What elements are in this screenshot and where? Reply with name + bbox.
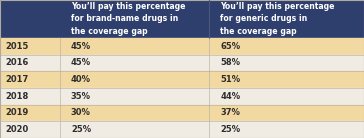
Text: 51%: 51% <box>220 75 240 84</box>
Text: 44%: 44% <box>220 92 240 101</box>
Bar <box>60 105 209 121</box>
Text: 65%: 65% <box>220 42 240 51</box>
Text: 2018: 2018 <box>5 92 29 101</box>
Text: 2017: 2017 <box>5 75 29 84</box>
Bar <box>209 55 364 71</box>
Text: 58%: 58% <box>220 59 240 67</box>
Bar <box>0 121 60 138</box>
Text: You’ll pay this percentage
for brand-name drugs in
the coverage gap: You’ll pay this percentage for brand-nam… <box>71 2 186 36</box>
Bar <box>209 121 364 138</box>
Text: You’ll pay this percentage
for generic drugs in
the coverage gap: You’ll pay this percentage for generic d… <box>220 2 335 36</box>
Bar <box>209 71 364 88</box>
Bar <box>60 88 209 105</box>
Bar <box>0 55 60 71</box>
Bar <box>60 0 209 38</box>
Text: 25%: 25% <box>220 125 240 134</box>
Text: 35%: 35% <box>71 92 91 101</box>
Bar <box>60 38 209 55</box>
Bar <box>209 105 364 121</box>
Text: 45%: 45% <box>71 59 91 67</box>
Text: 2020: 2020 <box>5 125 29 134</box>
Bar <box>0 0 60 38</box>
Bar <box>209 38 364 55</box>
Bar <box>60 121 209 138</box>
Text: 37%: 37% <box>220 108 240 117</box>
Bar <box>0 105 60 121</box>
Text: 30%: 30% <box>71 108 91 117</box>
Text: 2019: 2019 <box>5 108 29 117</box>
Bar <box>0 88 60 105</box>
Bar <box>0 71 60 88</box>
Bar <box>60 71 209 88</box>
Text: 25%: 25% <box>71 125 91 134</box>
Bar <box>209 0 364 38</box>
Text: 2015: 2015 <box>5 42 29 51</box>
Text: 2016: 2016 <box>5 59 29 67</box>
Bar <box>0 38 60 55</box>
Text: 45%: 45% <box>71 42 91 51</box>
Bar <box>60 55 209 71</box>
Bar <box>209 88 364 105</box>
Text: 40%: 40% <box>71 75 91 84</box>
